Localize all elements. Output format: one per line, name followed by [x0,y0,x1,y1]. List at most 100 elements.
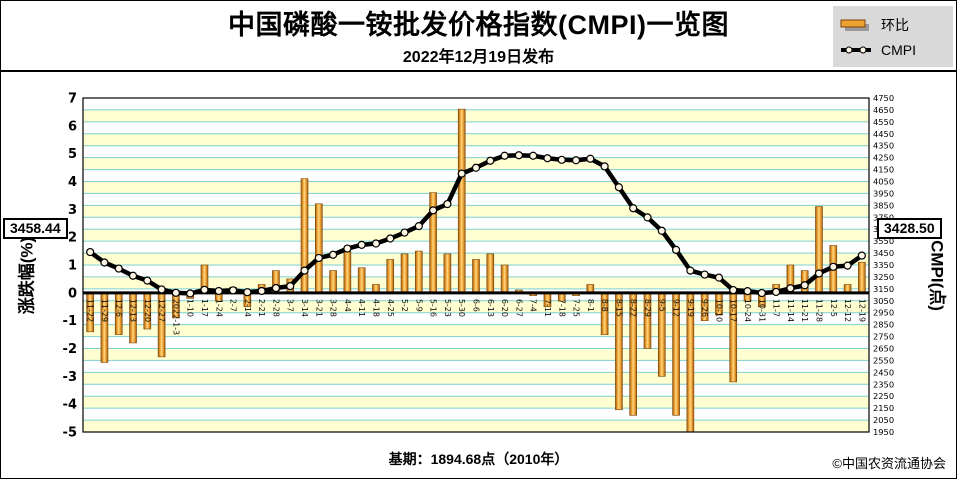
svg-text:2: 2 [68,231,77,246]
svg-text:2750: 2750 [873,332,894,342]
svg-text:1-10: 1-10 [186,299,195,317]
svg-text:8-1: 8-1 [586,299,595,312]
header-divider [1,70,956,72]
svg-text:3-28: 3-28 [329,299,338,317]
legend-item-line: CMPI [839,42,947,58]
publish-date: 2022年12月19日发布 [402,49,555,66]
svg-text:6-20: 6-20 [500,299,509,317]
svg-text:2-21: 2-21 [257,299,266,317]
svg-text:7-4: 7-4 [529,299,538,312]
svg-text:3950: 3950 [873,188,894,198]
svg-text:8-29: 8-29 [643,299,652,317]
svg-text:5-2: 5-2 [400,299,409,312]
svg-text:6-27: 6-27 [514,299,523,317]
svg-text:4450: 4450 [873,129,894,139]
svg-text:5-30: 5-30 [457,299,466,317]
svg-text:3-14: 3-14 [300,299,309,317]
svg-text:3250: 3250 [873,272,894,282]
svg-text:10-24: 10-24 [743,299,752,322]
svg-text:12-6: 12-6 [114,299,123,317]
svg-text:1: 1 [68,259,77,274]
svg-text:3850: 3850 [873,200,894,210]
svg-text:2250: 2250 [873,391,894,401]
svg-text:8-8: 8-8 [600,299,609,312]
legend-item-bar: 环比 [839,15,947,35]
svg-text:10-17: 10-17 [729,299,738,322]
svg-text:2850: 2850 [873,320,894,330]
svg-text:0: 0 [68,286,77,301]
svg-text:8-15: 8-15 [614,299,623,317]
svg-text:6-13: 6-13 [486,299,495,317]
svg-text:4-18: 4-18 [371,299,380,317]
svg-text:3350: 3350 [873,260,894,270]
svg-text:2150: 2150 [873,403,894,413]
svg-text:4-25: 4-25 [386,299,395,317]
svg-text:4650: 4650 [873,105,894,115]
svg-text:4250: 4250 [873,153,894,163]
svg-text:1950: 1950 [873,427,894,437]
svg-text:-4: -4 [63,398,77,413]
svg-text:2450: 2450 [873,367,894,377]
svg-text:2-14: 2-14 [243,299,252,317]
end-value-box: 3428.50 [877,218,942,239]
svg-text:11-21: 11-21 [800,299,809,322]
svg-text:11-29: 11-29 [100,299,109,322]
svg-text:12-13: 12-13 [129,299,138,322]
svg-text:5: 5 [68,147,77,162]
page-title: 中国磷酸一铵批发价格指数(CMPI)一览图 [228,10,729,40]
svg-text:6-6: 6-6 [472,299,481,312]
svg-text:-3: -3 [63,370,77,385]
svg-text:4550: 4550 [873,117,894,127]
svg-text:7-11: 7-11 [543,299,552,317]
svg-text:5-23: 5-23 [443,299,452,317]
svg-text:2-28: 2-28 [271,299,280,317]
svg-text:6: 6 [68,119,77,134]
svg-text:3050: 3050 [873,296,894,306]
x-axis-labels: 11-22 11-29 12-6 12-13 12-20 12-27 2022-1-3 1-1… [86,299,867,335]
svg-text:4750: 4750 [873,93,894,103]
svg-text:4-4: 4-4 [343,299,352,312]
svg-text:8-22: 8-22 [629,299,638,317]
svg-text:2950: 2950 [873,308,894,318]
svg-text:2-7: 2-7 [229,299,238,312]
svg-text:2550: 2550 [873,355,894,365]
svg-text:3550: 3550 [873,236,894,246]
svg-text:11-22: 11-22 [86,299,95,322]
svg-text:5-9: 5-9 [414,299,423,312]
svg-text:10-31: 10-31 [757,299,766,322]
svg-text:4-11: 4-11 [357,299,366,317]
svg-text:1-24: 1-24 [214,299,223,317]
svg-text:12-19: 12-19 [857,299,866,322]
svg-text:-1: -1 [63,314,77,329]
svg-text:1-17: 1-17 [200,299,209,317]
svg-text:4: 4 [68,175,77,190]
plot-border [82,97,870,433]
svg-text:3-7: 3-7 [286,299,295,312]
svg-text:9-5: 9-5 [657,299,666,312]
svg-text:12-12: 12-12 [843,299,852,322]
svg-text:5-16: 5-16 [429,299,438,317]
svg-text:2022-1-3: 2022-1-3 [171,299,180,335]
legend-bar-label: 环比 [881,17,909,33]
svg-text:3-21: 3-21 [314,299,323,317]
copyright: ©中国农资流通协会 [832,456,946,471]
svg-text:2050: 2050 [873,415,894,425]
svg-text:7-18: 7-18 [557,299,566,317]
start-value-box: 3458.44 [3,218,68,239]
svg-text:4350: 4350 [873,141,894,151]
svg-text:-2: -2 [63,342,77,357]
svg-text:11-14: 11-14 [786,299,795,322]
svg-text:4050: 4050 [873,177,894,187]
legend-line-label: CMPI [881,42,916,58]
svg-text:12-27: 12-27 [157,299,166,322]
svg-text:3750: 3750 [873,212,894,222]
cmpi-markers [86,151,866,298]
svg-text:11-7: 11-7 [772,299,781,317]
svg-text:7: 7 [68,92,77,107]
base-period-note: 基期：1894.68点（2010年） [388,451,569,467]
svg-text:3450: 3450 [873,248,894,258]
svg-text:9-26: 9-26 [700,299,709,317]
